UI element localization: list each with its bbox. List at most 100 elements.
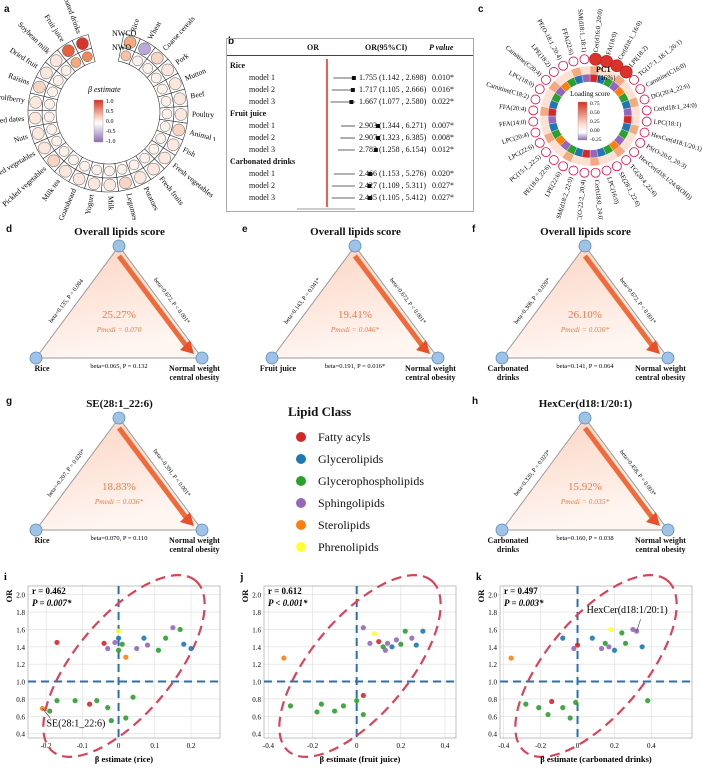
panel-letter-e: e	[242, 224, 248, 235]
or-ci-value: 2.445 (1.105 , 5.412)	[359, 193, 427, 202]
bottom-edge-stat: beta=0.160, P = 0.038	[556, 535, 613, 542]
cell-dot-nwco	[47, 154, 60, 168]
lipid-label: SM(d18:1_18:1)	[576, 9, 587, 53]
y-tick-label: 1.2	[488, 661, 497, 669]
loading-tick: 0.50	[590, 110, 600, 116]
data-point	[545, 711, 551, 718]
cell-dot-nwco	[133, 171, 147, 184]
model-label: model 1	[249, 73, 275, 82]
bottom-edge-stat: beta=0.191, P = 0.016*	[325, 363, 386, 370]
food-label: Wheat	[145, 19, 163, 41]
food-label: Pork	[174, 51, 191, 67]
or-point	[367, 196, 372, 200]
legend-tick: -1.0	[106, 139, 116, 145]
pmedi-value: Pmedi = 0.030*	[560, 325, 610, 334]
or-point	[368, 172, 373, 176]
cell-dot-nwco	[161, 63, 174, 77]
triangle-diagram: beta=0.135, P = 0.084 beta=0.672, P < 0.0…	[29, 239, 209, 370]
legend-title: Lipid Class	[288, 404, 352, 419]
p-value: 0.020*	[432, 169, 454, 178]
y-tick-label: 1.6	[16, 626, 25, 634]
y-tick-label: 0.4	[252, 731, 261, 739]
food-label: Beef	[190, 89, 206, 101]
lipid-node	[601, 165, 612, 176]
data-point	[318, 701, 324, 707]
data-point	[188, 645, 194, 652]
p-value: 0.012*	[432, 145, 454, 154]
scatter-chart-j: j 0.4 0.6 0.8 1.0 1.2 1.4 1.6 1.8 2.0 -0.4 -0.2 0 0.2…	[240, 572, 457, 764]
data-point	[130, 694, 136, 700]
y-tick-label: 2.0	[252, 592, 261, 600]
lipid-label: Cer(d16:0_20:0)	[593, 9, 604, 53]
cell-dot-nwo	[68, 154, 79, 166]
lipid-node	[619, 65, 633, 79]
y-tick-label: 0.8	[252, 696, 261, 704]
cell-dot-nwco	[32, 127, 45, 140]
header-rule	[227, 55, 473, 56]
cell-dot-nwo	[116, 164, 128, 175]
data-point	[360, 625, 366, 631]
top-node	[578, 411, 592, 425]
legend-swatch	[296, 498, 306, 508]
panel-b-forest-plot: OR OR(95%CI) P value 0.501.02.55.0 Ricem…	[226, 38, 474, 212]
loading-tick: -0.25	[590, 137, 602, 143]
model-label: model 1	[249, 121, 275, 130]
cell-dot-nwo	[46, 124, 57, 135]
r-value: r = 0.462	[32, 586, 66, 596]
cell-dot-nwco	[123, 36, 137, 49]
panel-letter-d: d	[6, 224, 13, 235]
data-point	[574, 642, 581, 648]
triangle-body	[501, 245, 669, 359]
plot-frame	[27, 585, 221, 739]
data-point	[54, 639, 60, 646]
group-name: Rice	[230, 61, 246, 70]
y-tick-label: 0.4	[488, 731, 497, 739]
pmedi-value: Pmedi = 0.070	[96, 325, 142, 334]
bottom-edge-stat: beta=0.065, P = 0.132	[90, 363, 147, 370]
cell-dot-nwo	[60, 65, 72, 76]
mediation-arrow	[583, 426, 656, 522]
food-label: Yogurt	[83, 193, 96, 216]
cell-dot-nwco	[138, 42, 151, 56]
p-value: 0.007*	[432, 121, 454, 130]
data-point	[573, 699, 579, 705]
lipid-node	[568, 165, 579, 176]
panel-c-loading-ring: Cer(d16:0_20:0) FA(18:0)Cer(d18:1_16:0)LP…	[485, 9, 702, 220]
food-label: Dried fruit	[8, 46, 41, 71]
data-point	[639, 644, 645, 650]
panel-letter-b: b	[228, 36, 235, 47]
lipid-node	[641, 116, 652, 127]
data-point	[141, 635, 147, 641]
y-tick-label: 1.8	[16, 609, 25, 617]
data-point	[389, 644, 395, 650]
panel-letter-k: k	[476, 572, 482, 583]
food-label: Rice	[128, 17, 141, 33]
mediation-panel-d: d Overall lipids score beta=0.135, P = 0.0…	[6, 224, 227, 391]
lipid-node	[629, 74, 639, 85]
y-axis-label: OR	[4, 589, 14, 603]
lipid-label: Cer(t18:0_24:0)	[593, 179, 604, 220]
cell-dot-nwo	[120, 50, 132, 62]
legend-label: Sterolipids	[318, 517, 371, 532]
p-value: 0.008*	[432, 133, 454, 142]
lipid-class-legend: Lipid Class Fatty acyls Glycerolipids Glyc…	[258, 404, 458, 558]
lipid-node	[534, 137, 545, 148]
mediator-title: HexCer(d18:1/20:1)	[538, 398, 633, 410]
mediation-panel-h: h HexCer(d18:1/20:1) beta=0.320, P = 0.023…	[472, 396, 693, 563]
x-tick-label: -0.2	[307, 742, 319, 750]
right-node	[661, 523, 675, 537]
data-point	[340, 703, 347, 709]
mediation-percent: 26.10%	[568, 309, 602, 321]
exposure-label: Carbonated drinks	[487, 536, 529, 554]
food-label: Milk	[106, 196, 115, 211]
loading-ring-segment	[631, 115, 641, 126]
x-axis-label: β estimate (carbonated drinks)	[540, 754, 652, 764]
data-point	[523, 701, 529, 707]
annotation-leader	[636, 619, 641, 632]
cell-dot-nwco	[147, 162, 160, 176]
y-axis-label: OR	[476, 589, 486, 603]
right-node	[431, 351, 445, 365]
data-point	[54, 698, 60, 704]
outcome-label: Normal weight central obesity	[635, 536, 686, 554]
cell-dot-nwco	[59, 165, 72, 178]
